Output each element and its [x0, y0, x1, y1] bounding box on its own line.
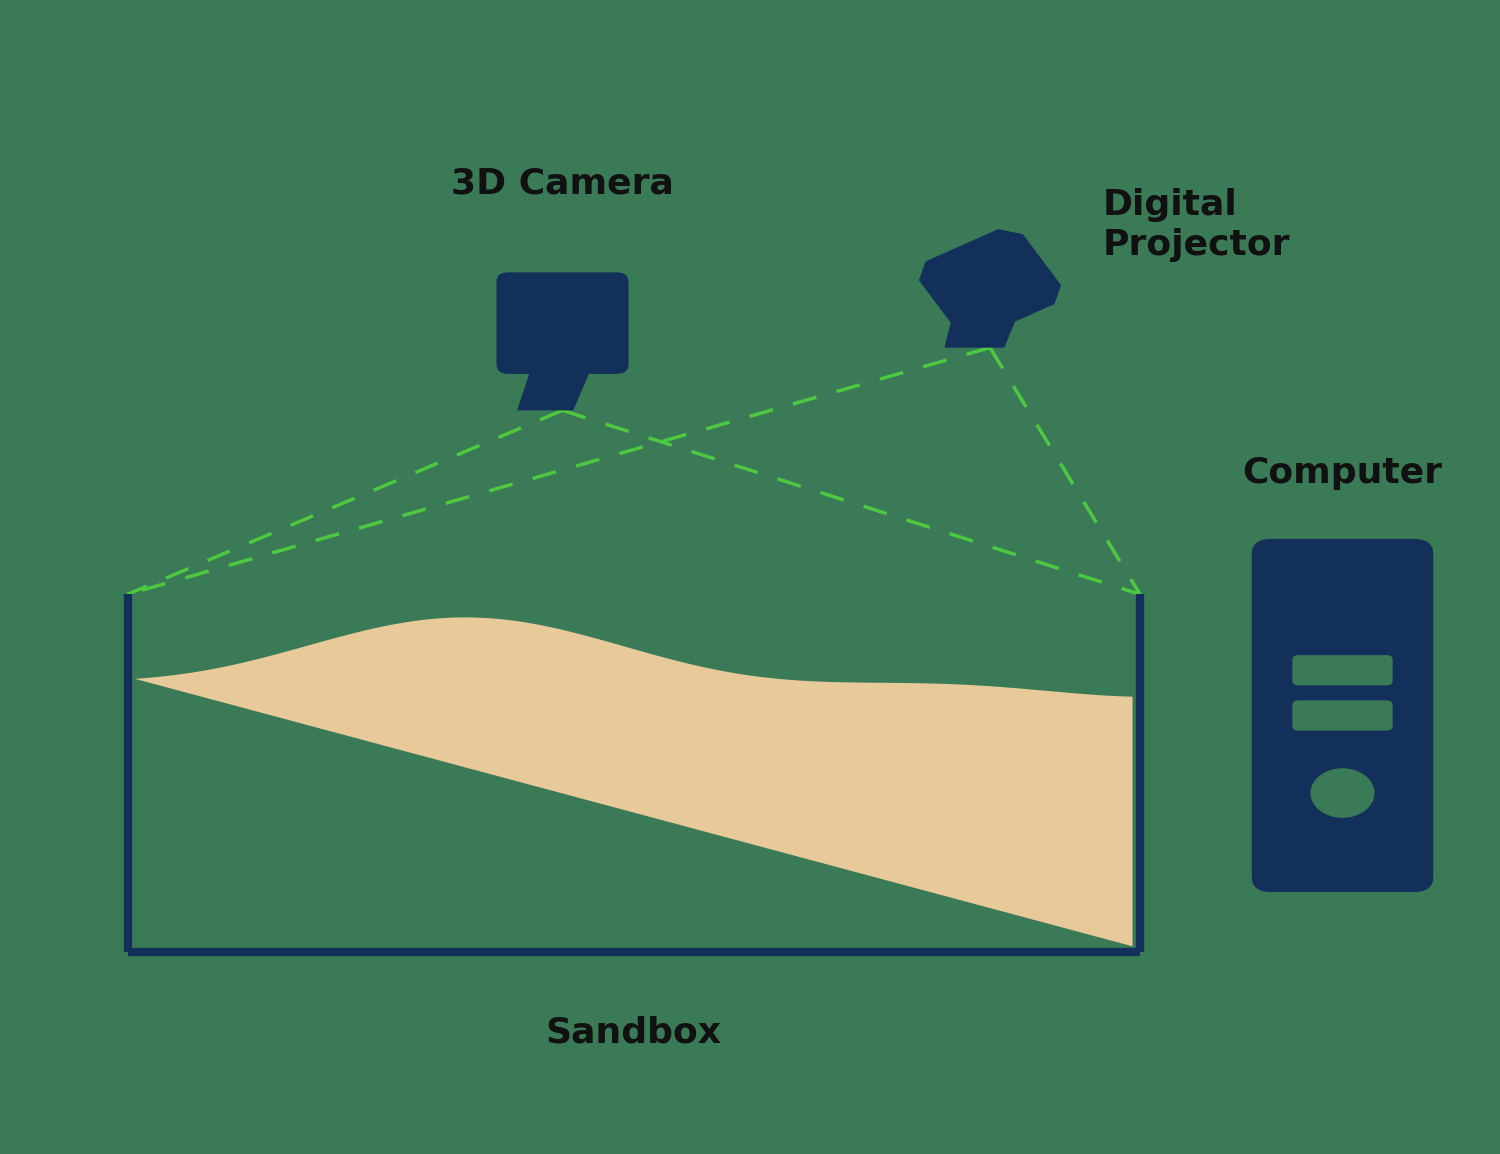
FancyBboxPatch shape — [1293, 655, 1392, 685]
Text: Computer: Computer — [1242, 457, 1443, 490]
FancyBboxPatch shape — [496, 272, 628, 374]
Polygon shape — [920, 230, 1060, 336]
FancyBboxPatch shape — [1293, 700, 1392, 730]
Text: Digital
Projector: Digital Projector — [1102, 188, 1290, 262]
Polygon shape — [945, 300, 1023, 347]
FancyBboxPatch shape — [1251, 539, 1434, 892]
Circle shape — [1311, 769, 1374, 817]
Polygon shape — [135, 617, 1132, 946]
Text: Sandbox: Sandbox — [546, 1016, 722, 1049]
Text: 3D Camera: 3D Camera — [452, 167, 674, 201]
Polygon shape — [518, 365, 593, 411]
